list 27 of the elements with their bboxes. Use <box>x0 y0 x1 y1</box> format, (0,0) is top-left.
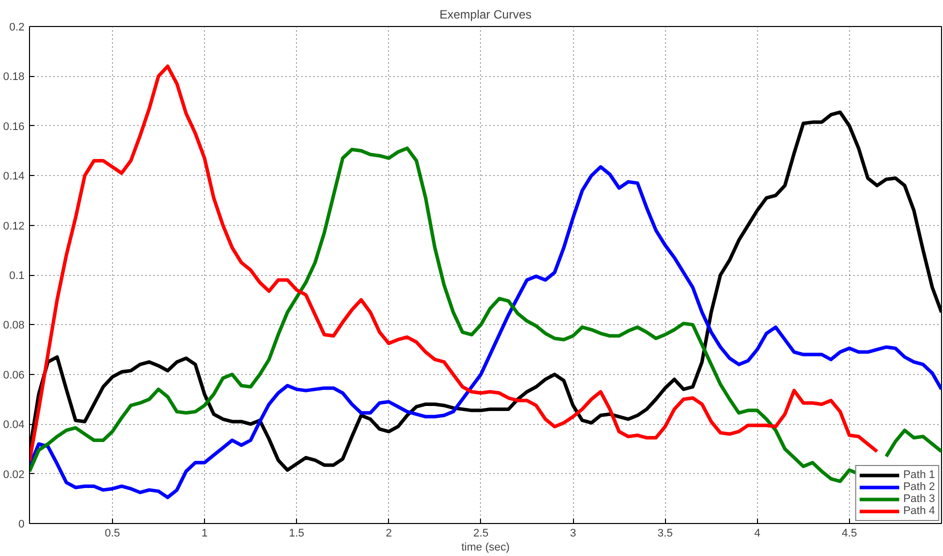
y-tick-label: 0.12 <box>3 220 25 232</box>
y-tick-label: 0.2 <box>9 22 25 34</box>
y-tick-label: 0 <box>18 518 25 530</box>
y-tick-label: 0.06 <box>3 369 25 382</box>
y-tick-label: 0.18 <box>3 71 25 84</box>
x-axis-title: time (sec) <box>461 542 510 554</box>
y-tick-label: 0.04 <box>3 419 25 432</box>
legend-label: Path 3 <box>903 493 935 505</box>
x-tick-label: 3.5 <box>657 528 673 540</box>
x-tick-label: 0.5 <box>104 528 120 540</box>
y-tick-label: 0.1 <box>9 270 25 282</box>
line-series <box>30 64 879 464</box>
x-tick-label: 2.5 <box>473 528 489 540</box>
x-tick-label: 1 <box>201 528 208 540</box>
y-tick-label: 0.02 <box>3 468 25 481</box>
legend-label: Path 4 <box>903 505 935 517</box>
chart-title: Exemplar Curves <box>439 8 532 22</box>
x-tick-label: 4 <box>754 528 760 540</box>
legend-label: Path 2 <box>903 481 935 493</box>
y-tick-label: 0.16 <box>3 120 25 133</box>
x-tick-label: 1.5 <box>289 528 304 540</box>
x-tick-label: 2 <box>386 528 392 540</box>
legend-label: Path 1 <box>903 469 935 481</box>
y-tick-label: 0.08 <box>3 320 25 332</box>
x-tick-label: 3 <box>570 528 576 540</box>
x-tick-label: 4.5 <box>842 528 858 540</box>
y-tick-label: 0.14 <box>3 170 25 183</box>
